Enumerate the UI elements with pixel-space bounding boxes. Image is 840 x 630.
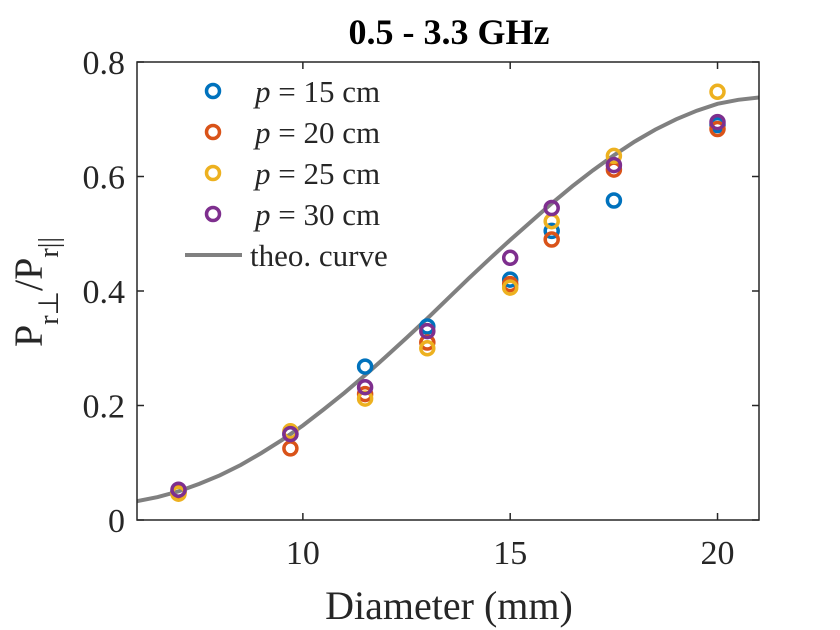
series-2-point <box>709 120 726 138</box>
legend-label-3: p = 25 cm <box>253 156 380 191</box>
series-4-point <box>543 199 560 217</box>
series-3-point <box>501 279 519 296</box>
y-tick-label: 0.6 <box>83 160 126 197</box>
y-tick-label: 0 <box>108 503 125 540</box>
series-2-point <box>543 231 560 248</box>
series-3-point <box>709 83 726 101</box>
series-4-point <box>170 481 187 498</box>
legend-label-4: p = 30 cm <box>253 197 380 232</box>
series-3-point <box>605 147 623 165</box>
y-tick-label: 0.4 <box>83 274 126 311</box>
series-4-point <box>709 113 726 131</box>
theo-curve-line <box>137 95 759 504</box>
x-tick-label: 20 <box>701 535 735 572</box>
legend-label-1: p = 15 cm <box>253 74 380 109</box>
series-1-point <box>605 192 623 209</box>
series-4-point <box>605 156 623 174</box>
series-4-point <box>501 249 519 267</box>
y-tick-label: 0.8 <box>83 45 126 82</box>
series-4-point <box>356 378 374 396</box>
legend: p = 15 cm p = 20 cm p = 25 cm p = 30 cm theo… <box>185 74 388 273</box>
x-tick-label: 15 <box>493 535 527 572</box>
series-3-point <box>419 340 436 357</box>
y-label-denominator-subscript: r|| <box>34 237 65 258</box>
legend-label-curve: theo. curve <box>250 238 388 273</box>
plot-area <box>137 83 759 504</box>
y-axis-title: Pr⊥/Pr|| <box>6 237 65 347</box>
x-tick-label: 10 <box>286 535 320 572</box>
legend-marker-2 <box>204 123 222 141</box>
axes: 10 15 20 0 0.2 0.4 0.6 0.8 <box>83 45 760 572</box>
series-4-point <box>419 322 436 340</box>
x-axis-title: Diameter (mm) <box>325 583 573 628</box>
y-tick-label: 0.2 <box>83 389 126 426</box>
legend-marker-4 <box>204 205 222 223</box>
legend-marker-1 <box>204 82 222 100</box>
series-4-point <box>282 425 299 443</box>
series-1-point <box>543 222 560 240</box>
y-label-separator: /P <box>6 258 51 291</box>
chart-title: 0.5 - 3.3 GHz <box>349 12 550 52</box>
series-1-point <box>356 358 374 375</box>
y-label-base: P <box>6 325 51 347</box>
legend-label-2: p = 20 cm <box>253 115 380 150</box>
legend-marker-3 <box>204 164 222 182</box>
y-label-numerator-subscript: r⊥ <box>34 291 65 325</box>
